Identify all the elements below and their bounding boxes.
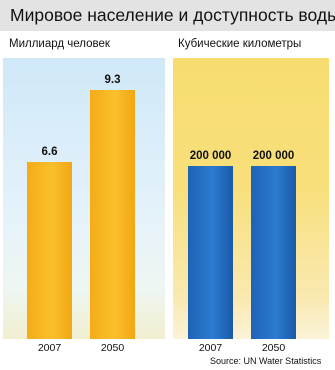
population-tick-2007: 2007	[37, 342, 62, 354]
population-axis-label: Миллиард человек	[9, 38, 110, 50]
water-bar-2050	[251, 166, 296, 339]
population-bar-2050	[90, 90, 135, 339]
water-tick-2007: 2007	[198, 342, 223, 354]
water-value-label-2050: 200 000	[252, 150, 295, 162]
population-value-label-2050: 9.3	[104, 74, 121, 86]
water-tick-2050: 2050	[261, 342, 286, 354]
water-axis-label: Кубические километры	[178, 38, 302, 50]
chart-title: Мировое население и доступность воды	[0, 0, 335, 31]
population-tick-2050: 2050	[100, 342, 125, 354]
population-value-label-2007: 6.6	[41, 146, 58, 158]
population-bar-2007	[27, 162, 72, 339]
source-note: Source: UN Water Statistics	[210, 356, 322, 366]
water-value-label-2007: 200 000	[189, 150, 232, 162]
water-bar-2007	[188, 166, 233, 339]
